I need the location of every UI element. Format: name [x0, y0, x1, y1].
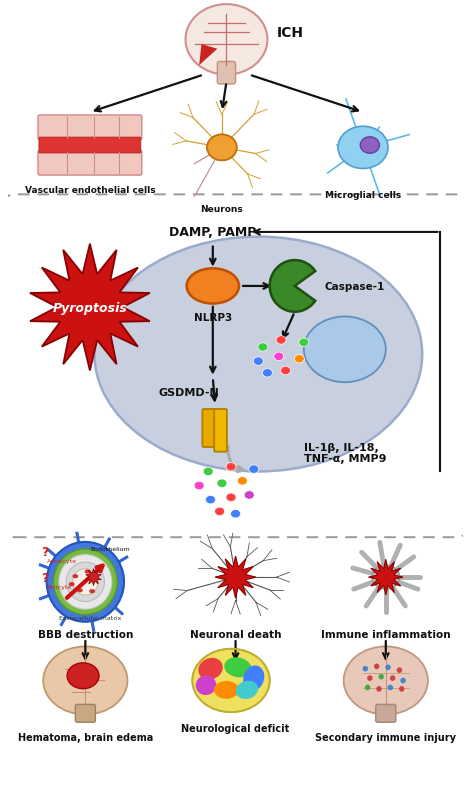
- Text: Immune inflammation: Immune inflammation: [321, 629, 451, 639]
- Ellipse shape: [263, 369, 273, 377]
- Ellipse shape: [207, 135, 237, 161]
- FancyBboxPatch shape: [39, 138, 141, 154]
- Ellipse shape: [217, 479, 227, 487]
- Polygon shape: [86, 569, 101, 586]
- Ellipse shape: [207, 135, 237, 161]
- Circle shape: [54, 549, 117, 615]
- Text: Extracellular matrix: Extracellular matrix: [59, 615, 121, 620]
- Ellipse shape: [85, 569, 91, 574]
- Ellipse shape: [304, 317, 386, 383]
- Polygon shape: [199, 45, 218, 66]
- FancyBboxPatch shape: [38, 116, 142, 141]
- Circle shape: [374, 664, 379, 670]
- Ellipse shape: [253, 357, 264, 366]
- Ellipse shape: [89, 589, 95, 593]
- Ellipse shape: [192, 649, 270, 712]
- FancyBboxPatch shape: [376, 704, 396, 723]
- FancyBboxPatch shape: [202, 410, 215, 447]
- Circle shape: [388, 685, 393, 691]
- FancyBboxPatch shape: [214, 410, 227, 452]
- Ellipse shape: [69, 582, 74, 586]
- Ellipse shape: [360, 137, 379, 154]
- Ellipse shape: [226, 493, 236, 502]
- Circle shape: [46, 542, 124, 622]
- Polygon shape: [30, 244, 150, 371]
- Ellipse shape: [274, 353, 284, 361]
- Ellipse shape: [276, 336, 286, 344]
- Circle shape: [66, 562, 104, 601]
- Text: ?: ?: [41, 571, 48, 584]
- Ellipse shape: [185, 5, 267, 75]
- Text: Pericyte: Pericyte: [46, 585, 72, 589]
- Circle shape: [73, 569, 98, 595]
- Polygon shape: [368, 560, 403, 595]
- Ellipse shape: [198, 658, 223, 679]
- Ellipse shape: [299, 339, 309, 347]
- Text: Pyroptosis: Pyroptosis: [53, 301, 128, 314]
- Circle shape: [390, 675, 395, 681]
- Wedge shape: [270, 261, 315, 312]
- FancyBboxPatch shape: [75, 704, 95, 723]
- Circle shape: [365, 685, 370, 691]
- Text: Vascular endothelial cells: Vascular endothelial cells: [25, 185, 155, 194]
- Circle shape: [399, 687, 404, 692]
- Ellipse shape: [203, 467, 213, 476]
- Ellipse shape: [196, 675, 216, 695]
- Circle shape: [401, 678, 406, 683]
- Circle shape: [363, 666, 368, 671]
- Ellipse shape: [236, 681, 258, 699]
- Ellipse shape: [92, 577, 98, 581]
- Ellipse shape: [67, 663, 99, 689]
- Ellipse shape: [244, 491, 254, 499]
- Ellipse shape: [215, 507, 225, 516]
- Ellipse shape: [372, 565, 400, 589]
- Circle shape: [59, 555, 112, 609]
- Text: BBB destruction: BBB destruction: [37, 629, 133, 639]
- Ellipse shape: [258, 344, 268, 352]
- Ellipse shape: [94, 238, 422, 472]
- FancyBboxPatch shape: [38, 151, 142, 176]
- Text: GSDMD-N: GSDMD-N: [158, 387, 219, 397]
- Ellipse shape: [344, 646, 428, 715]
- Text: Neurons: Neurons: [201, 205, 243, 214]
- Ellipse shape: [73, 574, 78, 579]
- Ellipse shape: [338, 127, 388, 169]
- Ellipse shape: [226, 463, 236, 471]
- Ellipse shape: [230, 510, 241, 518]
- Ellipse shape: [294, 355, 304, 364]
- Circle shape: [385, 665, 391, 671]
- Ellipse shape: [243, 666, 264, 691]
- Ellipse shape: [281, 367, 291, 375]
- Ellipse shape: [237, 477, 247, 486]
- Circle shape: [379, 674, 384, 679]
- Text: Astrocyte: Astrocyte: [46, 559, 77, 564]
- Text: Secondary immune injury: Secondary immune injury: [315, 732, 456, 742]
- Ellipse shape: [77, 589, 83, 593]
- Text: Endothelium: Endothelium: [91, 547, 130, 552]
- Ellipse shape: [214, 681, 239, 699]
- Ellipse shape: [187, 269, 239, 304]
- Ellipse shape: [206, 495, 216, 504]
- Ellipse shape: [194, 482, 204, 490]
- Ellipse shape: [224, 658, 251, 678]
- FancyBboxPatch shape: [218, 63, 236, 85]
- Ellipse shape: [249, 465, 259, 474]
- Circle shape: [376, 687, 382, 692]
- Text: ?: ?: [41, 545, 48, 558]
- Circle shape: [367, 675, 373, 681]
- Text: IL-1β, IL-18,
TNF-α, MMP9: IL-1β, IL-18, TNF-α, MMP9: [304, 442, 386, 464]
- Text: Neurological deficit: Neurological deficit: [182, 723, 290, 733]
- Text: Caspase-1: Caspase-1: [324, 282, 384, 291]
- Text: NLRP3: NLRP3: [194, 312, 232, 322]
- Text: Neuronal death: Neuronal death: [190, 629, 281, 639]
- Text: Microglial cells: Microglial cells: [325, 190, 401, 199]
- Text: Hematoma, brain edema: Hematoma, brain edema: [18, 732, 153, 742]
- Polygon shape: [215, 556, 256, 598]
- Ellipse shape: [43, 646, 128, 715]
- Circle shape: [397, 667, 402, 673]
- Text: DAMP, PAMP: DAMP, PAMP: [169, 226, 256, 239]
- Text: ICH: ICH: [276, 26, 303, 40]
